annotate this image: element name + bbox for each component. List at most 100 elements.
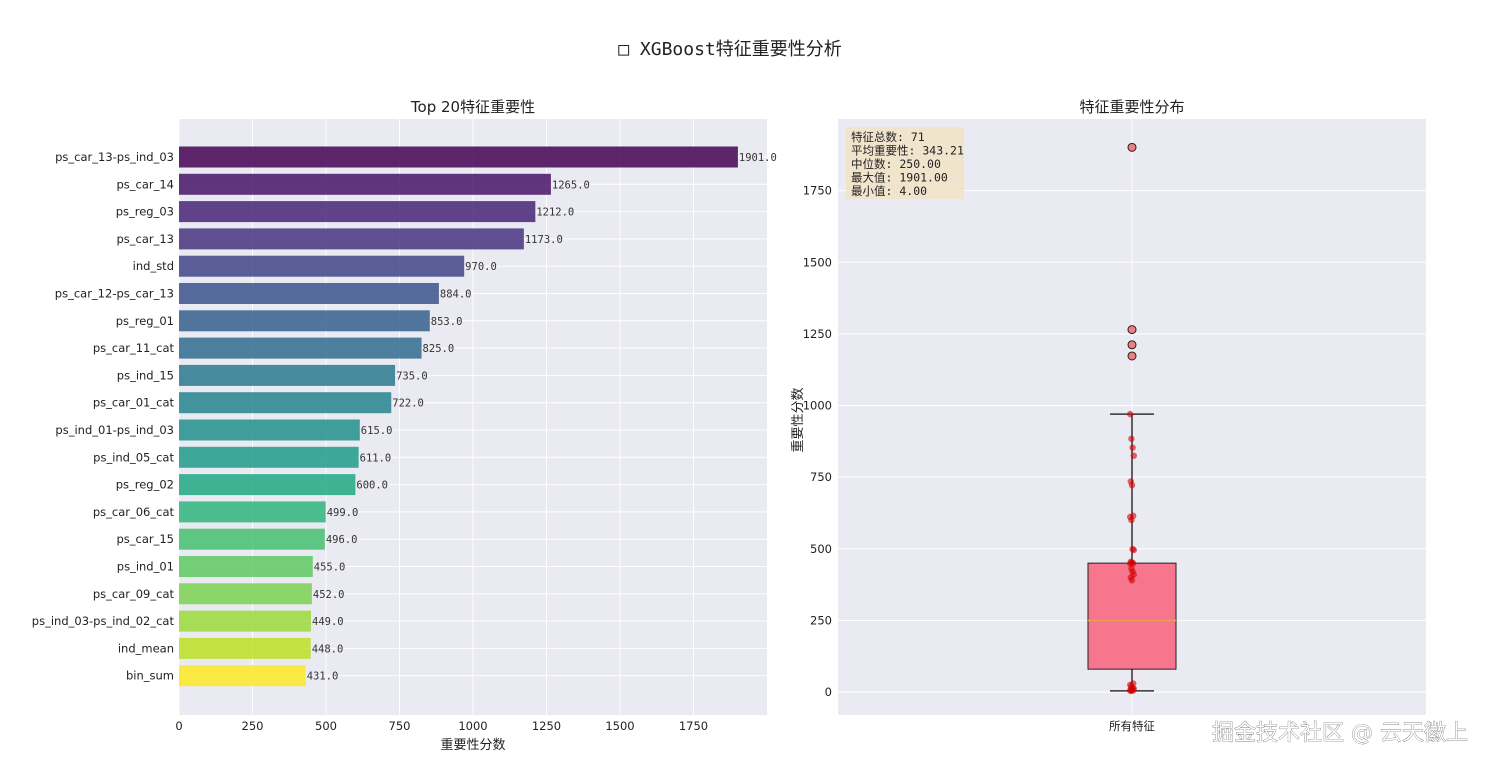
bar-category-label: ps_ind_01-ps_ind_03	[55, 423, 174, 437]
bar	[179, 556, 313, 577]
figure-title: □ XGBoost特征重要性分析	[618, 39, 842, 60]
bar-value-label: 722.0	[392, 398, 424, 410]
box-point	[1130, 546, 1138, 554]
bar-category-label: ps_car_11_cat	[93, 341, 175, 355]
stats-line: 最大值: 1901.00	[851, 171, 948, 185]
bar-chart: Top 20特征重要性 ps_car_13-ps_ind_03 ps_car_14…	[32, 98, 777, 753]
box-point	[1130, 452, 1138, 459]
box-y-tick-label: 750	[810, 470, 832, 484]
watermark: 掘金技术社区 @ 云天徽上	[1212, 721, 1468, 746]
box-point	[1127, 560, 1134, 567]
bar-x-tick-label: 1750	[679, 719, 708, 733]
box-point	[1128, 516, 1135, 524]
bar-value-label: 1212.0	[536, 207, 574, 219]
box-category-label: 所有特征	[1109, 719, 1155, 733]
box-outlier	[1127, 325, 1137, 335]
bar-x-ticks: 0 250 500 750 1000 1250 1500 1750	[175, 719, 708, 733]
bar-x-tick-label: 1500	[605, 719, 634, 733]
bar	[179, 474, 356, 496]
bar-category-label: ind_std	[133, 259, 174, 273]
bar-category-label: ps_car_06_cat	[93, 505, 175, 519]
box-point	[1128, 577, 1136, 584]
bar	[179, 419, 360, 441]
bar-category-label: ps_car_01_cat	[93, 396, 175, 410]
bar-category-label: ps_car_15	[116, 532, 174, 546]
bar-value-label: 499.0	[327, 507, 359, 519]
bar-value-label: 496.0	[326, 534, 358, 546]
bar	[179, 528, 325, 550]
bar-value-label: 615.0	[361, 425, 393, 437]
bar-category-label: ps_reg_03	[116, 205, 174, 219]
stats-line: 特征总数: 71	[851, 130, 925, 144]
bar-value-label: 825.0	[423, 343, 455, 355]
bar	[179, 610, 312, 632]
bar	[179, 364, 396, 386]
bar-x-tick-label: 0	[175, 719, 182, 733]
bar	[179, 392, 392, 414]
stats-line: 中位数: 250.00	[851, 157, 941, 171]
bar-category-label: ps_car_13	[116, 232, 174, 246]
bar-value-label: 449.0	[312, 616, 344, 628]
box-y-tick-label: 500	[810, 542, 832, 556]
box-point	[1129, 444, 1136, 451]
bar-value-label: 735.0	[396, 370, 428, 382]
bar-x-tick-label: 1000	[458, 719, 487, 733]
box-y-tick-label: 1250	[803, 327, 832, 341]
bar-x-tick-label: 250	[242, 719, 264, 733]
stats-box	[846, 127, 964, 199]
bar-category-label: ps_ind_03-ps_ind_02_cat	[32, 614, 175, 628]
bar-chart-title: Top 20特征重要性	[410, 98, 535, 116]
bar-category-label: ps_car_14	[116, 177, 174, 191]
bar	[179, 310, 430, 332]
bar	[179, 583, 312, 605]
bar-category-label: ps_car_09_cat	[93, 587, 175, 601]
bar-category-labels: ps_car_13-ps_ind_03 ps_car_14 ps_reg_03 ps_…	[32, 150, 175, 683]
bar-x-tick-label: 750	[389, 719, 411, 733]
bar-category-label: ps_reg_02	[116, 478, 174, 492]
bar-value-label: 448.0	[312, 643, 344, 655]
bar-x-axis-label: 重要性分数	[440, 737, 505, 753]
box-chart-title: 特征重要性分布	[1079, 98, 1184, 116]
bar-series	[179, 146, 738, 687]
bar-category-label: bin_sum	[126, 669, 174, 683]
bar	[179, 337, 422, 359]
bar	[179, 501, 326, 523]
box-point	[1128, 481, 1136, 489]
bar	[179, 446, 359, 468]
bar	[179, 255, 465, 277]
bar-category-label: ps_ind_01	[117, 560, 174, 574]
box-y-axis-label: 重要性分数	[790, 387, 806, 452]
bar-category-label: ps_car_13-ps_ind_03	[55, 150, 174, 164]
box-y-ticks: 0 250 500 750 1000 1250 1500 1750	[803, 184, 832, 699]
stats-line: 平均重要性: 343.21	[851, 144, 964, 158]
bar-category-label: ps_ind_05_cat	[93, 450, 174, 464]
box-outlier	[1127, 340, 1137, 350]
box-y-tick-label: 1750	[803, 184, 832, 198]
bar-value-label: 1265.0	[552, 179, 590, 191]
bar-category-label: ps_reg_01	[116, 314, 174, 328]
bar	[179, 228, 524, 250]
bar-category-label: ind_mean	[118, 641, 174, 655]
bar-value-label: 600.0	[356, 480, 388, 492]
bar-value-label: 611.0	[360, 452, 392, 464]
box-point	[1128, 435, 1135, 442]
box-plot	[1087, 142, 1177, 695]
box-point	[1127, 410, 1134, 418]
bar-value-label: 970.0	[465, 261, 497, 273]
box-y-tick-label: 1500	[803, 255, 832, 269]
bar-value-labels: 1901.0 1265.0 1212.0 1173.0 970.0 884.0 853.0 8…	[307, 152, 777, 683]
bar	[179, 665, 306, 687]
bar-x-tick-label: 500	[315, 719, 337, 733]
bar-value-label: 455.0	[314, 562, 346, 574]
bar	[179, 283, 439, 304]
bar-value-label: 1173.0	[525, 234, 563, 246]
box-outlier	[1127, 351, 1137, 361]
bar	[179, 201, 536, 223]
bar-value-label: 452.0	[313, 589, 345, 601]
bar	[179, 173, 551, 195]
bar-category-label: ps_ind_15	[117, 368, 174, 382]
box-outlier	[1127, 142, 1137, 152]
